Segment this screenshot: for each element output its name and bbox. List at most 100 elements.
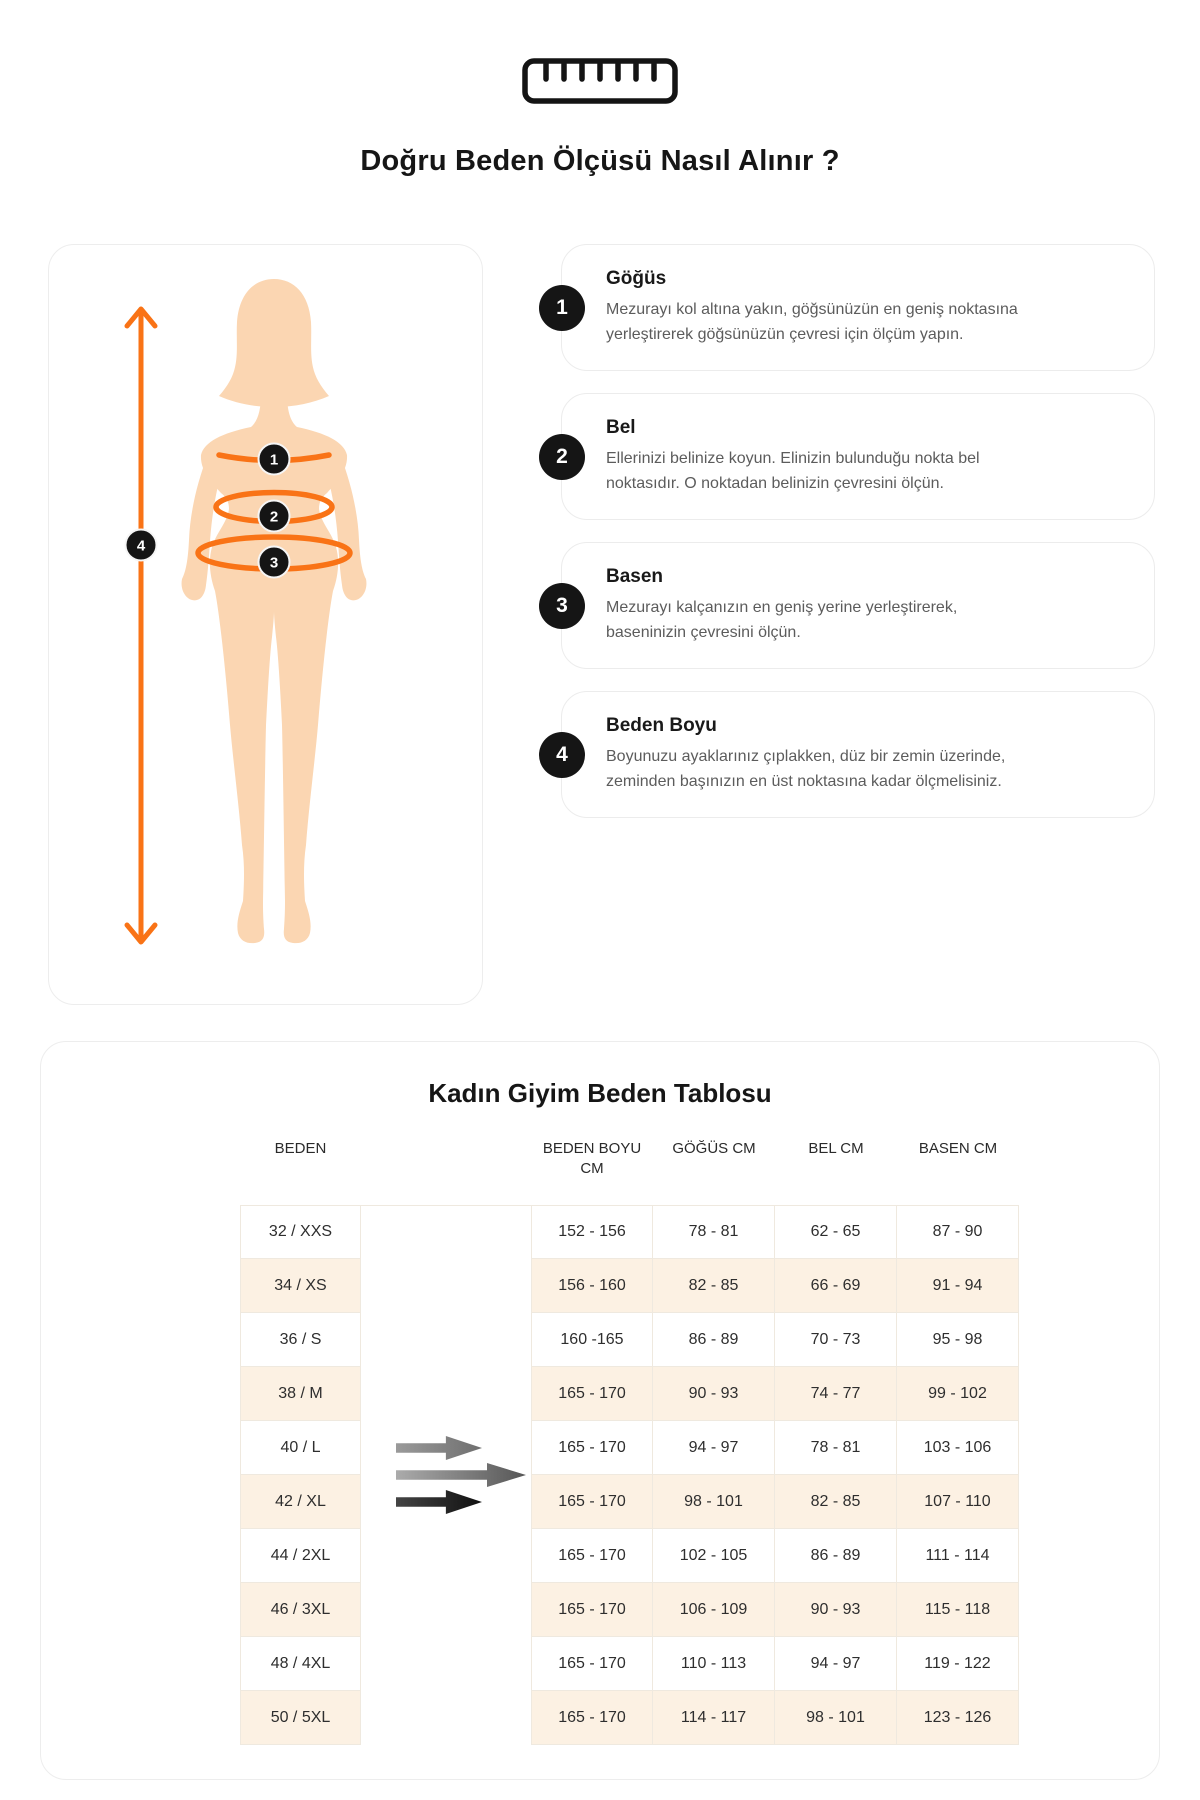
height-cell: 160 -165 bbox=[531, 1313, 653, 1367]
instruction-title: Beden Boyu bbox=[606, 715, 717, 736]
waist-cell: 74 - 77 bbox=[775, 1367, 897, 1421]
size-cell: 48 / 4XL bbox=[240, 1637, 361, 1691]
size-cell: 40 / L bbox=[240, 1421, 361, 1475]
header-icon-wrap bbox=[0, 0, 1200, 109]
instruction-number-badge: 2 bbox=[539, 433, 585, 480]
chest-cell: 94 - 97 bbox=[653, 1421, 775, 1475]
body-measurement-figure-panel: 1 2 3 4 bbox=[48, 244, 483, 1005]
body-silhouette bbox=[181, 279, 367, 944]
hip-cell: 95 - 98 bbox=[897, 1313, 1019, 1367]
column-header-gap bbox=[361, 1133, 531, 1205]
instruction-card: 4 Beden Boyu Boyunuzu ayaklarınız çıplak… bbox=[539, 691, 1155, 818]
figure-badge-2: 2 bbox=[257, 499, 291, 533]
ruler-icon bbox=[522, 58, 678, 104]
instruction-card: 2 Bel Ellerinizi belinize koyun. Elinizi… bbox=[539, 393, 1155, 520]
height-cell: 165 - 170 bbox=[531, 1529, 653, 1583]
instruction-text: Mezurayı kol altına yakın, göğsünüzün en… bbox=[606, 301, 1018, 343]
page-title: Doğru Beden Ölçüsü Nasıl Alınır ? bbox=[360, 145, 840, 177]
column-header-basen: BASEN CM bbox=[918, 1140, 998, 1157]
instruction-text: Mezurayı kalçanızın en geniş yerine yerl… bbox=[606, 599, 958, 641]
column-header-gogus: GÖĞÜS CM bbox=[672, 1140, 756, 1157]
gap-cell bbox=[361, 1637, 531, 1691]
column-header-bel: BEL CM bbox=[808, 1140, 864, 1157]
hip-cell: 119 - 122 bbox=[897, 1637, 1019, 1691]
waist-cell: 98 - 101 bbox=[775, 1691, 897, 1745]
waist-cell: 82 - 85 bbox=[775, 1475, 897, 1529]
hip-cell: 99 - 102 bbox=[897, 1367, 1019, 1421]
size-cell: 38 / M bbox=[240, 1367, 361, 1421]
instruction-number-badge: 1 bbox=[539, 284, 585, 331]
instruction-title: Bel bbox=[606, 417, 636, 438]
instruction-cards: 1 Göğüs Mezurayı kol altına yakın, göğsü… bbox=[539, 244, 1155, 1005]
chest-cell: 102 - 105 bbox=[653, 1529, 775, 1583]
instruction-number: 2 bbox=[556, 444, 568, 468]
height-cell: 165 - 170 bbox=[531, 1583, 653, 1637]
gap-cell bbox=[361, 1529, 531, 1583]
height-cell: 165 - 170 bbox=[531, 1421, 653, 1475]
chest-cell: 86 - 89 bbox=[653, 1313, 775, 1367]
svg-text:1: 1 bbox=[270, 452, 278, 469]
figure-badge-3: 3 bbox=[257, 545, 291, 579]
chest-cell: 110 - 113 bbox=[653, 1637, 775, 1691]
figure-badges: 1 2 3 4 bbox=[124, 442, 291, 579]
gap-cell bbox=[361, 1583, 531, 1637]
hip-cell: 103 - 106 bbox=[897, 1421, 1019, 1475]
height-arrow bbox=[124, 306, 158, 945]
gap-cell bbox=[361, 1421, 531, 1475]
size-table-panel: Kadın Giyim Beden Tablosu BEDEN BEDEN BO… bbox=[40, 1041, 1160, 1780]
chest-cell: 82 - 85 bbox=[653, 1259, 775, 1313]
instruction-title: Basen bbox=[606, 566, 664, 587]
waist-cell: 94 - 97 bbox=[775, 1637, 897, 1691]
instruction-text: Boyunuzu ayaklarınız çıplakken, düz bir … bbox=[606, 748, 1006, 790]
hip-cell: 87 - 90 bbox=[897, 1205, 1019, 1259]
instruction-number-badge: 4 bbox=[539, 731, 585, 778]
height-cell: 165 - 170 bbox=[531, 1637, 653, 1691]
gap-cell bbox=[361, 1475, 531, 1529]
height-cell: 165 - 170 bbox=[531, 1475, 653, 1529]
hip-cell: 91 - 94 bbox=[897, 1259, 1019, 1313]
column-header-beden-boyu: BEDEN BOYU CM bbox=[542, 1140, 642, 1177]
size-cell: 34 / XS bbox=[240, 1259, 361, 1313]
gap-cell bbox=[361, 1691, 531, 1745]
instruction-card: 1 Göğüs Mezurayı kol altına yakın, göğsü… bbox=[539, 244, 1155, 371]
size-table-title: Kadın Giyim Beden Tablosu bbox=[428, 1078, 772, 1108]
gap-cell bbox=[361, 1205, 531, 1259]
instruction-number-badge: 3 bbox=[539, 582, 585, 629]
hip-cell: 115 - 118 bbox=[897, 1583, 1019, 1637]
measurement-guide-section: 1 2 3 4 1 Göğüs Mezurayı kol altına yakı… bbox=[48, 244, 1155, 1005]
waist-cell: 90 - 93 bbox=[775, 1583, 897, 1637]
instruction-number: 3 bbox=[556, 593, 568, 617]
chest-cell: 78 - 81 bbox=[653, 1205, 775, 1259]
instruction-title: Göğüs bbox=[606, 268, 667, 289]
size-table: BEDEN BEDEN BOYU CM GÖĞÜS CM BEL CM BASE… bbox=[240, 1133, 1159, 1745]
waist-cell: 70 - 73 bbox=[775, 1313, 897, 1367]
chest-cell: 114 - 117 bbox=[653, 1691, 775, 1745]
svg-text:4: 4 bbox=[137, 538, 146, 555]
column-header-beden: BEDEN bbox=[274, 1140, 327, 1157]
figure-badge-1: 1 bbox=[257, 442, 291, 476]
figure-badge-4: 4 bbox=[124, 528, 158, 562]
instruction-card: 3 Basen Mezurayı kalçanızın en geniş yer… bbox=[539, 542, 1155, 669]
waist-cell: 62 - 65 bbox=[775, 1205, 897, 1259]
hip-cell: 111 - 114 bbox=[897, 1529, 1019, 1583]
waist-cell: 66 - 69 bbox=[775, 1259, 897, 1313]
hip-cell: 123 - 126 bbox=[897, 1691, 1019, 1745]
height-cell: 152 - 156 bbox=[531, 1205, 653, 1259]
body-silhouette-illustration: 1 2 3 4 bbox=[124, 279, 367, 945]
instruction-text: Ellerinizi belinize koyun. Elinizin bulu… bbox=[606, 450, 980, 492]
waist-cell: 78 - 81 bbox=[775, 1421, 897, 1475]
height-cell: 156 - 160 bbox=[531, 1259, 653, 1313]
hip-cell: 107 - 110 bbox=[897, 1475, 1019, 1529]
size-cell: 32 / XXS bbox=[240, 1205, 361, 1259]
size-cell: 50 / 5XL bbox=[240, 1691, 361, 1745]
instruction-number: 1 bbox=[556, 295, 568, 319]
gap-cell bbox=[361, 1313, 531, 1367]
instruction-number: 4 bbox=[556, 742, 568, 766]
waist-cell: 86 - 89 bbox=[775, 1529, 897, 1583]
size-cell: 46 / 3XL bbox=[240, 1583, 361, 1637]
gap-cell bbox=[361, 1367, 531, 1421]
chest-cell: 98 - 101 bbox=[653, 1475, 775, 1529]
chest-cell: 106 - 109 bbox=[653, 1583, 775, 1637]
svg-text:3: 3 bbox=[270, 555, 278, 572]
